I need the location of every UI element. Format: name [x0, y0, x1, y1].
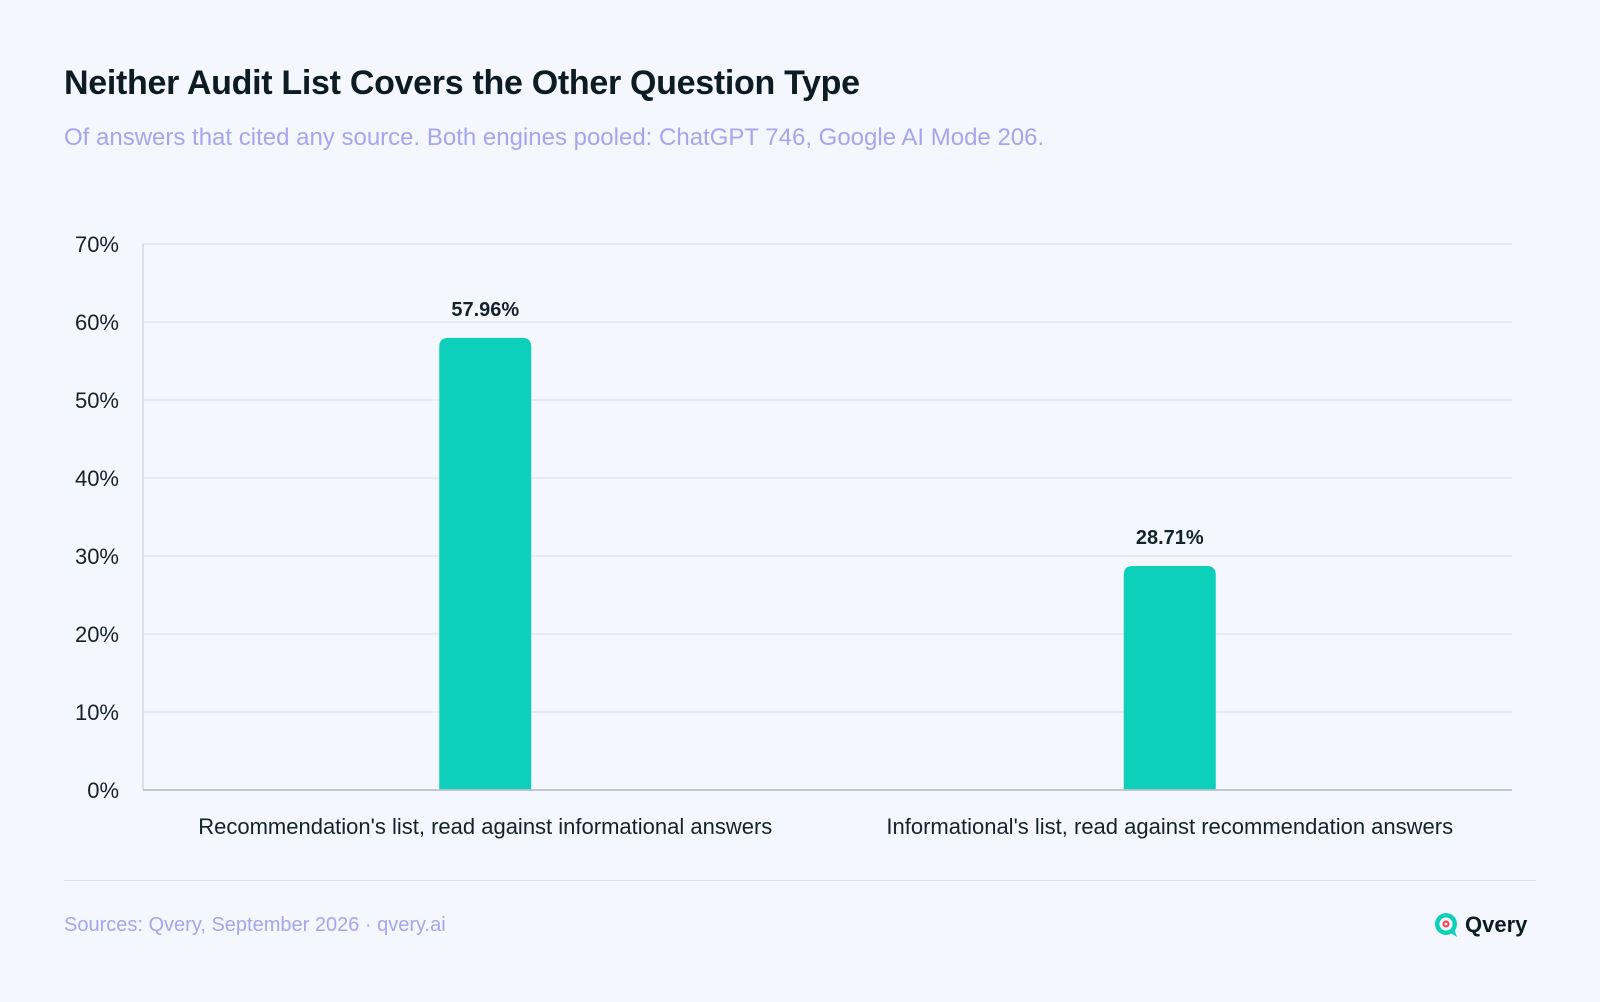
x-tick-label: Recommendation's list, read against info… — [198, 814, 772, 839]
bar — [1123, 566, 1216, 790]
y-tick-label: 60% — [75, 310, 119, 335]
y-tick-label: 0% — [87, 778, 119, 803]
brand-logo[interactable]: Qvery — [1433, 912, 1527, 938]
bar-chart: 0% 10% 20% 30% 40% 50% 60% 70% 57.96% Recommendat… — [75, 232, 1512, 839]
chart-title: Neither Audit List Covers the Other Ques… — [64, 64, 860, 102]
footer-divider — [64, 880, 1536, 881]
y-tick-label: 10% — [75, 700, 119, 725]
x-tick-label: Informational's list, read against recom… — [886, 814, 1453, 839]
y-tick-label: 40% — [75, 466, 119, 491]
y-tick-label: 20% — [75, 622, 119, 647]
data-label: 57.96% — [451, 299, 519, 321]
chart-subtitle: Of answers that cited any source. Both e… — [64, 124, 1045, 151]
bar — [439, 337, 532, 790]
data-label: 28.71% — [1136, 527, 1204, 549]
brand-name: Qvery — [1465, 912, 1528, 937]
footer-source: Sources: Qvery, September 2026 · qvery.a… — [64, 914, 446, 936]
qvery-logo-icon — [1435, 913, 1457, 937]
y-tick-label: 70% — [75, 232, 119, 257]
y-tick-label: 30% — [75, 544, 119, 569]
y-tick-label: 50% — [75, 388, 119, 413]
